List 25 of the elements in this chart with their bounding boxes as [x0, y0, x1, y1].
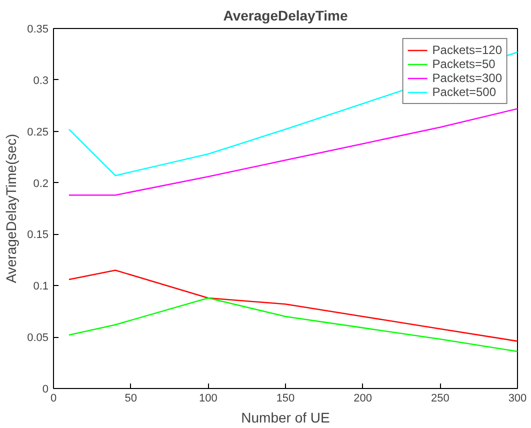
line-series — [68, 108, 518, 196]
chart-title: AverageDelayTime — [223, 8, 348, 24]
x-tick-label: 100 — [198, 392, 218, 404]
y-tick-label: 0.15 — [27, 229, 49, 242]
line-series — [68, 297, 518, 352]
x-tick-label: 50 — [124, 392, 137, 404]
y-tick-label: 0.1 — [33, 280, 49, 293]
legend-label: Packets=300 — [432, 71, 502, 85]
y-axis-title: AverageDelayTime(sec) — [3, 134, 20, 284]
x-tick-label: 200 — [354, 392, 372, 404]
y-tick-label: 0.05 — [27, 332, 49, 344]
y-tick-label: 0.35 — [27, 24, 49, 36]
x-tick-label: 300 — [508, 392, 527, 404]
y-tick-label: 0 — [42, 384, 49, 396]
x-tick-label: 0 — [50, 392, 57, 404]
y-tick-label: 0.3 — [33, 74, 49, 87]
y-tick-label: 0.2 — [33, 178, 49, 190]
legend-label: Packets=120 — [432, 43, 502, 57]
line-series — [68, 270, 518, 342]
x-tick-label: 150 — [276, 392, 295, 404]
x-tick-label: 250 — [430, 392, 450, 404]
legend-label: Packets=50 — [432, 57, 496, 71]
y-tick-label: 0.25 — [27, 126, 49, 138]
legend-label: Packet=500 — [432, 85, 496, 99]
x-axis-title: Number of UE — [241, 410, 330, 426]
